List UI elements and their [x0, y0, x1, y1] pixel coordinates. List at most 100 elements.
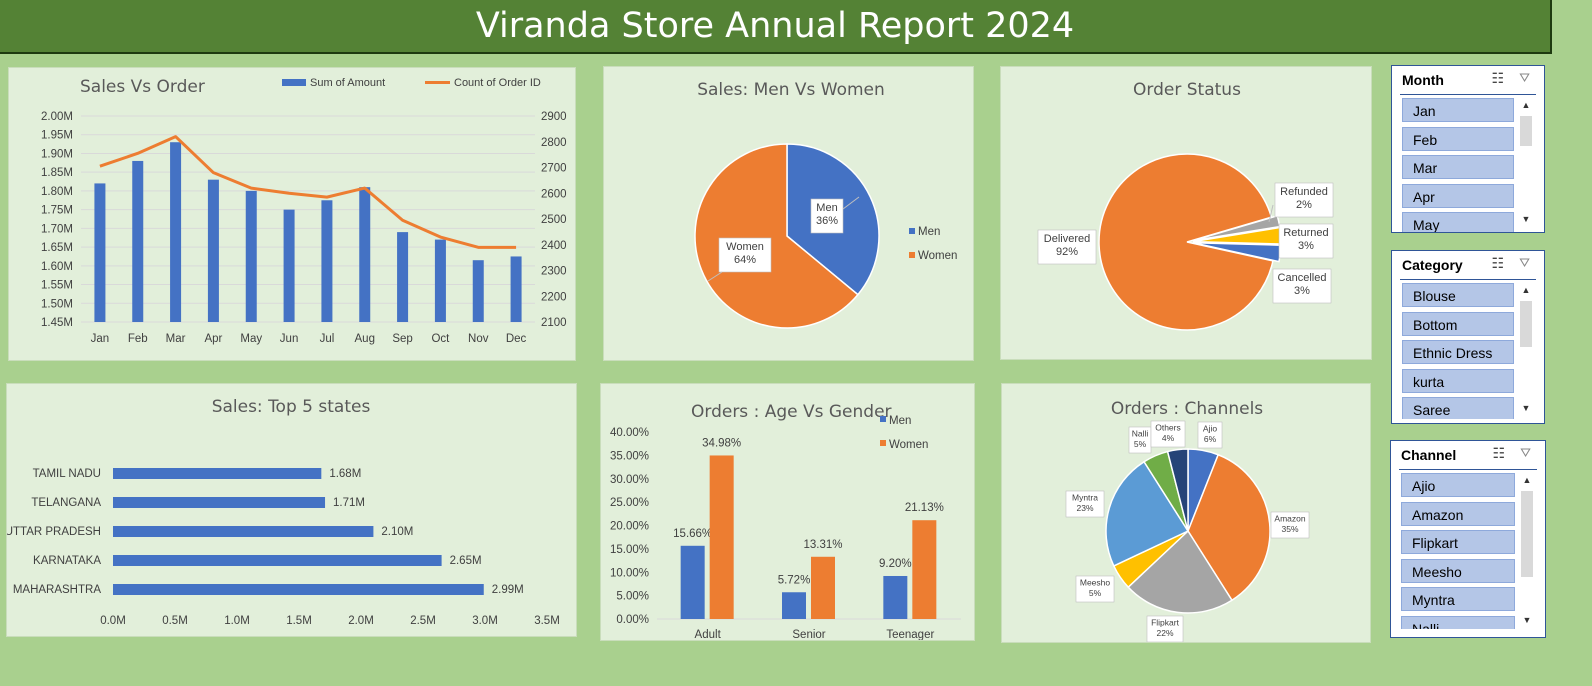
x-tick-label: Jun — [280, 333, 299, 345]
bar — [472, 260, 484, 322]
legend-swatch — [282, 79, 306, 86]
bar — [321, 200, 333, 322]
bar — [782, 592, 806, 619]
slicer-item-category[interactable]: kurta — [1402, 368, 1514, 393]
slicer-item-month[interactable]: Jan — [1402, 98, 1514, 122]
scroll-thumb[interactable] — [1520, 301, 1532, 347]
y-tick-label: 35.00% — [610, 450, 649, 462]
slicer-item-channel[interactable]: Myntra — [1401, 587, 1515, 612]
slicer-item-channel[interactable]: Amazon — [1401, 501, 1515, 526]
legend-label: Women — [918, 250, 957, 262]
bar — [113, 526, 374, 537]
data-label: Amazon — [1274, 514, 1305, 524]
data-label-box — [1270, 511, 1310, 539]
pie-slice — [1127, 529, 1233, 614]
category-slicer-items: Blouse Bottom Ethnic Dress kurta Saree — [1402, 283, 1514, 419]
slicer-item-category[interactable]: Blouse — [1402, 283, 1514, 307]
y-tick-label: 30.00% — [610, 474, 649, 486]
y2-tick-label: 2900 — [541, 111, 567, 123]
scroll-up-icon[interactable]: ▲ — [1521, 285, 1531, 295]
y2-tick-label: 2400 — [541, 240, 567, 252]
slicer-item-channel[interactable]: Meesho — [1401, 558, 1515, 583]
slicer-item-channel[interactable]: Nalli — [1401, 615, 1515, 629]
slicer-item-category[interactable]: Ethnic Dress — [1402, 340, 1514, 365]
y2-tick-label: 2300 — [541, 266, 567, 278]
scroll-up-icon[interactable]: ▲ — [1521, 100, 1531, 110]
data-label-box — [1065, 490, 1105, 518]
x-tick-label: Teenager — [886, 629, 934, 640]
y-tick-label: 10.00% — [610, 567, 649, 579]
clear-filter-icon[interactable]: ⛛ — [1519, 255, 1530, 270]
x-tick-label: Senior — [792, 629, 825, 640]
data-label-box — [1037, 229, 1097, 265]
x-tick-label: 3.0M — [472, 615, 498, 627]
order-status-chart: Order Status Delivered 92% Refunded 2% Return… — [1000, 66, 1372, 360]
data-label-box — [1274, 182, 1334, 218]
scroll-down-icon[interactable]: ▼ — [1521, 403, 1531, 413]
slicer-item-category[interactable]: Bottom — [1402, 311, 1514, 336]
slicer-item-month[interactable]: Mar — [1402, 155, 1514, 180]
category-scrollbar[interactable]: ▲ ▼ — [1518, 283, 1534, 415]
pie-slice — [694, 143, 859, 329]
x-tick-label: Feb — [128, 333, 148, 345]
data-label-box — [1150, 420, 1186, 448]
chart-title: Order Status — [1133, 80, 1241, 100]
scroll-thumb[interactable] — [1521, 491, 1533, 577]
channel-slicer-items: Ajio Amazon Flipkart Meesho Myntra Nalli — [1401, 473, 1515, 629]
legend-swatch — [909, 252, 915, 258]
y-tick-label: 1.80M — [41, 186, 73, 198]
slicer-item-month[interactable]: Feb — [1402, 126, 1514, 151]
scroll-thumb[interactable] — [1520, 116, 1532, 146]
x-tick-label: 0.0M — [100, 615, 126, 627]
bar — [113, 497, 326, 508]
data-label: 1.71M — [333, 497, 365, 509]
data-label: 35% — [1281, 524, 1298, 534]
chart-title: Orders : Age Vs Gender — [691, 402, 892, 422]
x-tick-label: May — [240, 333, 262, 345]
slicer-item-month[interactable]: Apr — [1402, 183, 1514, 208]
bar — [397, 232, 409, 322]
y-tick-label: 0.00% — [616, 614, 649, 626]
clear-filter-icon[interactable]: ⛛ — [1520, 445, 1531, 460]
slicer-item-channel[interactable]: Flipkart — [1401, 530, 1515, 555]
slicer-item-month[interactable]: May — [1402, 212, 1514, 232]
scroll-up-icon[interactable]: ▲ — [1522, 475, 1532, 485]
data-label-box — [1278, 223, 1334, 259]
y2-tick-label: 2200 — [541, 291, 567, 303]
multi-select-icon[interactable]: ☷ — [1491, 255, 1504, 271]
data-label: Men — [816, 202, 837, 214]
clear-filter-icon[interactable]: ⛛ — [1519, 70, 1530, 85]
scroll-down-icon[interactable]: ▼ — [1521, 214, 1531, 224]
bar — [207, 179, 219, 322]
data-label-box — [1075, 575, 1115, 603]
report-title: Viranda Store Annual Report 2024 — [475, 6, 1075, 46]
x-tick-label: Jan — [91, 333, 110, 345]
data-label: Myntra — [1072, 493, 1098, 503]
data-label: 64% — [734, 254, 756, 266]
legend-label: Count of Order ID — [454, 77, 541, 89]
category-label: UTTAR PRADESH — [7, 526, 101, 538]
bar — [510, 256, 522, 322]
scroll-down-icon[interactable]: ▼ — [1522, 615, 1532, 625]
chart-title: Sales Vs Order — [80, 77, 205, 97]
multi-select-icon[interactable]: ☷ — [1492, 445, 1505, 461]
y2-tick-label: 2800 — [541, 137, 567, 149]
channel-scrollbar[interactable]: ▲ ▼ — [1519, 473, 1535, 627]
x-tick-label: 2.0M — [348, 615, 374, 627]
category-label: TELANGANA — [31, 497, 101, 509]
data-label: 3% — [1298, 240, 1314, 252]
x-tick-label: Apr — [204, 333, 222, 345]
x-tick-label: Oct — [431, 333, 450, 345]
slicer-item-category[interactable]: Saree — [1402, 397, 1514, 419]
multi-select-icon[interactable]: ☷ — [1491, 70, 1504, 86]
data-label: Cancelled — [1278, 272, 1327, 284]
bar — [883, 575, 908, 619]
month-scrollbar[interactable]: ▲ ▼ — [1518, 98, 1534, 226]
pie-slice — [1098, 153, 1274, 331]
y-tick-label: 1.60M — [41, 261, 73, 273]
bar — [434, 239, 446, 322]
bar — [113, 555, 442, 566]
slicer-item-channel[interactable]: Ajio — [1401, 473, 1515, 497]
